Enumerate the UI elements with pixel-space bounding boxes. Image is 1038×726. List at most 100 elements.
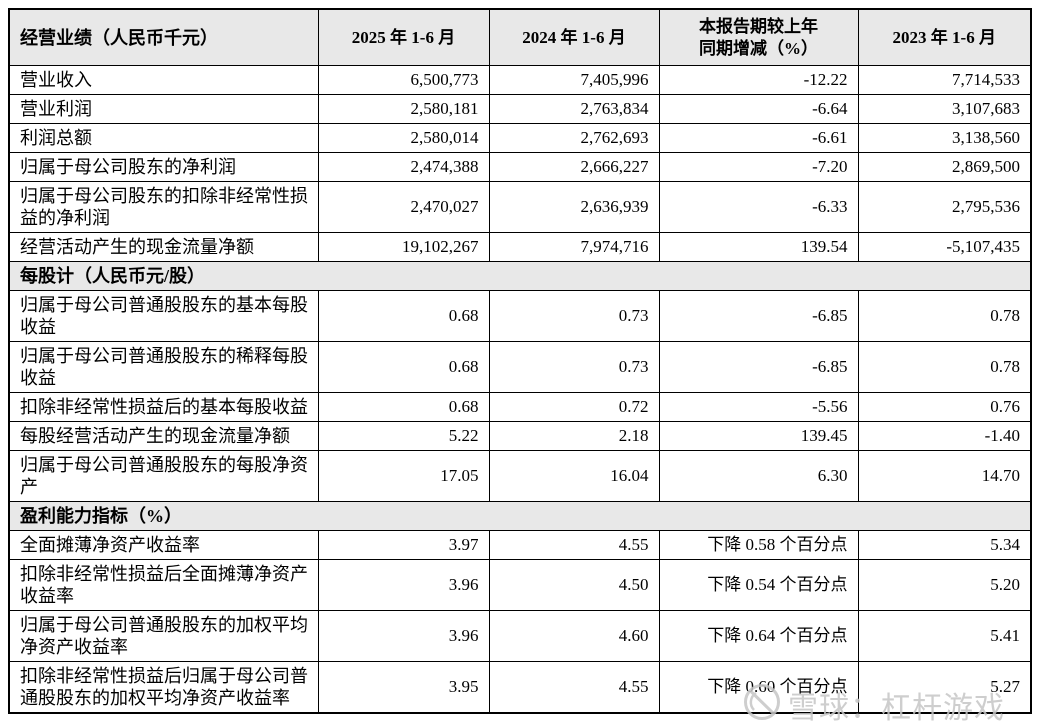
table-row: 每股经营活动产生的现金流量净额 5.22 2.18 139.45 -1.40 (8, 421, 1032, 451)
cell-value: -6.64 (658, 94, 859, 124)
cell-value: 14.70 (857, 450, 1032, 502)
cell-value: -12.22 (658, 65, 859, 95)
cell-value: 2.18 (488, 421, 660, 451)
column-header-2024: 2024 年 1-6 月 (488, 8, 660, 66)
table-row: 营业收入 6,500,773 7,405,996 -12.22 7,714,533 (8, 65, 1032, 95)
cell-value: 7,974,716 (488, 232, 660, 262)
cell-value: 3.97 (317, 530, 490, 560)
cell-value: 0.78 (857, 341, 1032, 393)
cell-value: 5.22 (317, 421, 490, 451)
cell-value: -7.20 (658, 152, 859, 182)
column-header-change-line1: 本报告期较上年 (699, 16, 818, 36)
operating-results-table: 经营业绩（人民币千元） 2025 年 1-6 月 2024 年 1-6 月 本报… (8, 8, 1032, 714)
table-row: 归属于母公司普通股股东的稀释每股收益 0.68 0.73 -6.85 0.78 (8, 341, 1032, 393)
row-label: 归属于母公司股东的净利润 (8, 152, 319, 182)
section-header-row: 盈利能力指标（%） (8, 501, 1032, 531)
cell-value: -5,107,435 (857, 232, 1032, 262)
cell-value: -1.40 (857, 421, 1032, 451)
cell-value: 0.72 (488, 392, 660, 422)
cell-value: 2,762,693 (488, 123, 660, 153)
cell-value: 6,500,773 (317, 65, 490, 95)
cell-value: 4.50 (488, 559, 660, 611)
cell-value: 下降 0.64 个百分点 (658, 610, 859, 662)
row-label: 每股经营活动产生的现金流量净额 (8, 421, 319, 451)
cell-value: 3,107,683 (857, 94, 1032, 124)
row-label: 营业利润 (8, 94, 319, 124)
cell-value: 4.55 (488, 661, 660, 714)
row-label: 利润总额 (8, 123, 319, 153)
cell-value: 2,636,939 (488, 181, 660, 233)
column-header-change-line2: 同期增减（%） (699, 38, 818, 58)
cell-value: 16.04 (488, 450, 660, 502)
cell-value: -6.61 (658, 123, 859, 153)
cell-value: 2,470,027 (317, 181, 490, 233)
table-row: 扣除非经常性损益后全面摊薄净资产收益率 3.96 4.50 下降 0.54 个百分点 5… (8, 559, 1032, 611)
column-header-change: 本报告期较上年 同期增减（%） (658, 8, 859, 66)
row-label: 扣除非经常性损益后全面摊薄净资产收益率 (8, 559, 319, 611)
cell-value: 0.68 (317, 290, 490, 342)
financial-report-table-container: 经营业绩（人民币千元） 2025 年 1-6 月 2024 年 1-6 月 本报… (8, 8, 1032, 714)
table-row: 扣除非经常性损益后的基本每股收益 0.68 0.72 -5.56 0.76 (8, 392, 1032, 422)
column-header-metric: 经营业绩（人民币千元） (8, 8, 319, 66)
cell-value: -6.85 (658, 290, 859, 342)
cell-value: 5.41 (857, 610, 1032, 662)
table-row: 归属于母公司普通股股东的每股净资产 17.05 16.04 6.30 14.70 (8, 450, 1032, 502)
cell-value: 0.76 (857, 392, 1032, 422)
row-label: 经营活动产生的现金流量净额 (8, 232, 319, 262)
cell-value: 0.73 (488, 290, 660, 342)
cell-value: 5.27 (857, 661, 1032, 714)
row-label: 扣除非经常性损益后归属于母公司普通股股东的加权平均净资产收益率 (8, 661, 319, 714)
row-label: 归属于母公司普通股股东的基本每股收益 (8, 290, 319, 342)
table-row: 归属于母公司股东的扣除非经常性损益的净利润 2,470,027 2,636,939-… (8, 181, 1032, 233)
cell-value: 下降 0.58 个百分点 (658, 530, 859, 560)
cell-value: 139.45 (658, 421, 859, 451)
cell-value: 2,795,536 (857, 181, 1032, 233)
cell-value: 2,474,388 (317, 152, 490, 182)
cell-value: 下降 0.60 个百分点 (658, 661, 859, 714)
cell-value: 19,102,267 (317, 232, 490, 262)
column-header-2023: 2023 年 1-6 月 (857, 8, 1032, 66)
cell-value: 下降 0.54 个百分点 (658, 559, 859, 611)
cell-value: 0.73 (488, 341, 660, 393)
cell-value: 4.60 (488, 610, 660, 662)
cell-value: -6.33 (658, 181, 859, 233)
cell-value: 3.96 (317, 559, 490, 611)
row-label: 归属于母公司普通股股东的每股净资产 (8, 450, 319, 502)
cell-value: 4.55 (488, 530, 660, 560)
cell-value: 139.54 (658, 232, 859, 262)
cell-value: 0.68 (317, 341, 490, 393)
cell-value: -6.85 (658, 341, 859, 393)
cell-value: 7,405,996 (488, 65, 660, 95)
row-label: 全面摊薄净资产收益率 (8, 530, 319, 560)
cell-value: 17.05 (317, 450, 490, 502)
row-label: 归属于母公司股东的扣除非经常性损益的净利润 (8, 181, 319, 233)
table-row: 利润总额 2,580,014 2,762,693 -6.61 3,138,560 (8, 123, 1032, 153)
table-row: 归属于母公司股东的净利润 2,474,388 2,666,227 -7.20 2,869… (8, 152, 1032, 182)
row-label: 归属于母公司普通股股东的加权平均净资产收益率 (8, 610, 319, 662)
row-label: 归属于母公司普通股股东的稀释每股收益 (8, 341, 319, 393)
table-row: 归属于母公司普通股股东的基本每股收益 0.68 0.73 -6.85 0.78 (8, 290, 1032, 342)
cell-value: 7,714,533 (857, 65, 1032, 95)
cell-value: 3.96 (317, 610, 490, 662)
cell-value: 2,869,500 (857, 152, 1032, 182)
table-row: 经营活动产生的现金流量净额 19,102,267 7,974,716 139.54 -5… (8, 232, 1032, 262)
table-row: 归属于母公司普通股股东的加权平均净资产收益率 3.96 4.60 下降 0.64 个百… (8, 610, 1032, 662)
cell-value: 3,138,560 (857, 123, 1032, 153)
table-row: 营业利润 2,580,181 2,763,834 -6.64 3,107,683 (8, 94, 1032, 124)
section-label: 每股计（人民币元/股） (8, 261, 1032, 291)
cell-value: 6.30 (658, 450, 859, 502)
cell-value: 5.20 (857, 559, 1032, 611)
cell-value: 0.78 (857, 290, 1032, 342)
cell-value: 0.68 (317, 392, 490, 422)
cell-value: 2,763,834 (488, 94, 660, 124)
table-row: 扣除非经常性损益后归属于母公司普通股股东的加权平均净资产收益率 3.95 4.55 下… (8, 661, 1032, 714)
row-label: 扣除非经常性损益后的基本每股收益 (8, 392, 319, 422)
cell-value: -5.56 (658, 392, 859, 422)
cell-value: 2,580,181 (317, 94, 490, 124)
cell-value: 2,580,014 (317, 123, 490, 153)
cell-value: 2,666,227 (488, 152, 660, 182)
section-label: 盈利能力指标（%） (8, 501, 1032, 531)
cell-value: 3.95 (317, 661, 490, 714)
column-header-2025: 2025 年 1-6 月 (317, 8, 490, 66)
row-label: 营业收入 (8, 65, 319, 95)
